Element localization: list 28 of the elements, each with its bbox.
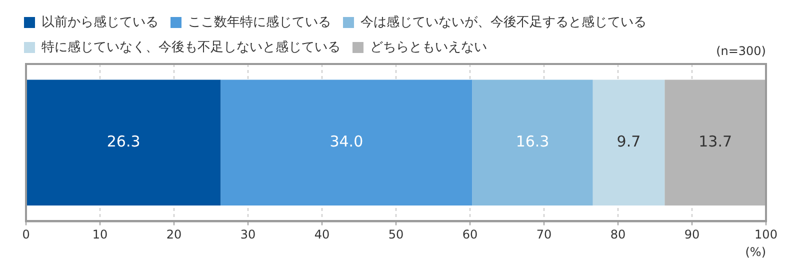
text: 34.0 <box>330 132 364 150</box>
bar <box>26 80 221 206</box>
x-tick-label: 60 <box>462 228 478 242</box>
bar <box>220 80 472 206</box>
text: (n=300) <box>716 44 766 58</box>
x-axis-title: (%) <box>745 244 766 259</box>
x-tick-label: 80 <box>610 228 626 242</box>
legend-label: ここ数年特に感じている <box>188 14 331 30</box>
x-tick-label: 90 <box>684 228 700 242</box>
x-tick-label: 0 <box>22 228 30 242</box>
x-tick-label: 50 <box>388 228 404 242</box>
bar <box>472 80 593 206</box>
x-tick-label: 20 <box>166 228 182 242</box>
legend-label: 今は感じていないが、今後不足すると感じている <box>360 14 646 30</box>
x-tick-label: 30 <box>240 228 256 242</box>
bar <box>664 80 766 206</box>
x-tick-label: 70 <box>536 228 552 242</box>
legend-label: 特に感じていなく、今後も不足しないと感じている <box>42 40 340 55</box>
text: 26.3 <box>106 132 140 150</box>
text: 16.3 <box>516 132 550 150</box>
x-tick-label: 100 <box>754 228 778 242</box>
text: 13.7 <box>698 132 732 150</box>
bar <box>592 80 665 206</box>
legend-label: どちらともいえない <box>370 40 487 55</box>
text: 9.7 <box>616 132 641 150</box>
x-tick-label: 10 <box>92 228 108 242</box>
x-tick-label: 40 <box>314 228 330 242</box>
legend-label: 以前から感じている <box>42 14 158 30</box>
